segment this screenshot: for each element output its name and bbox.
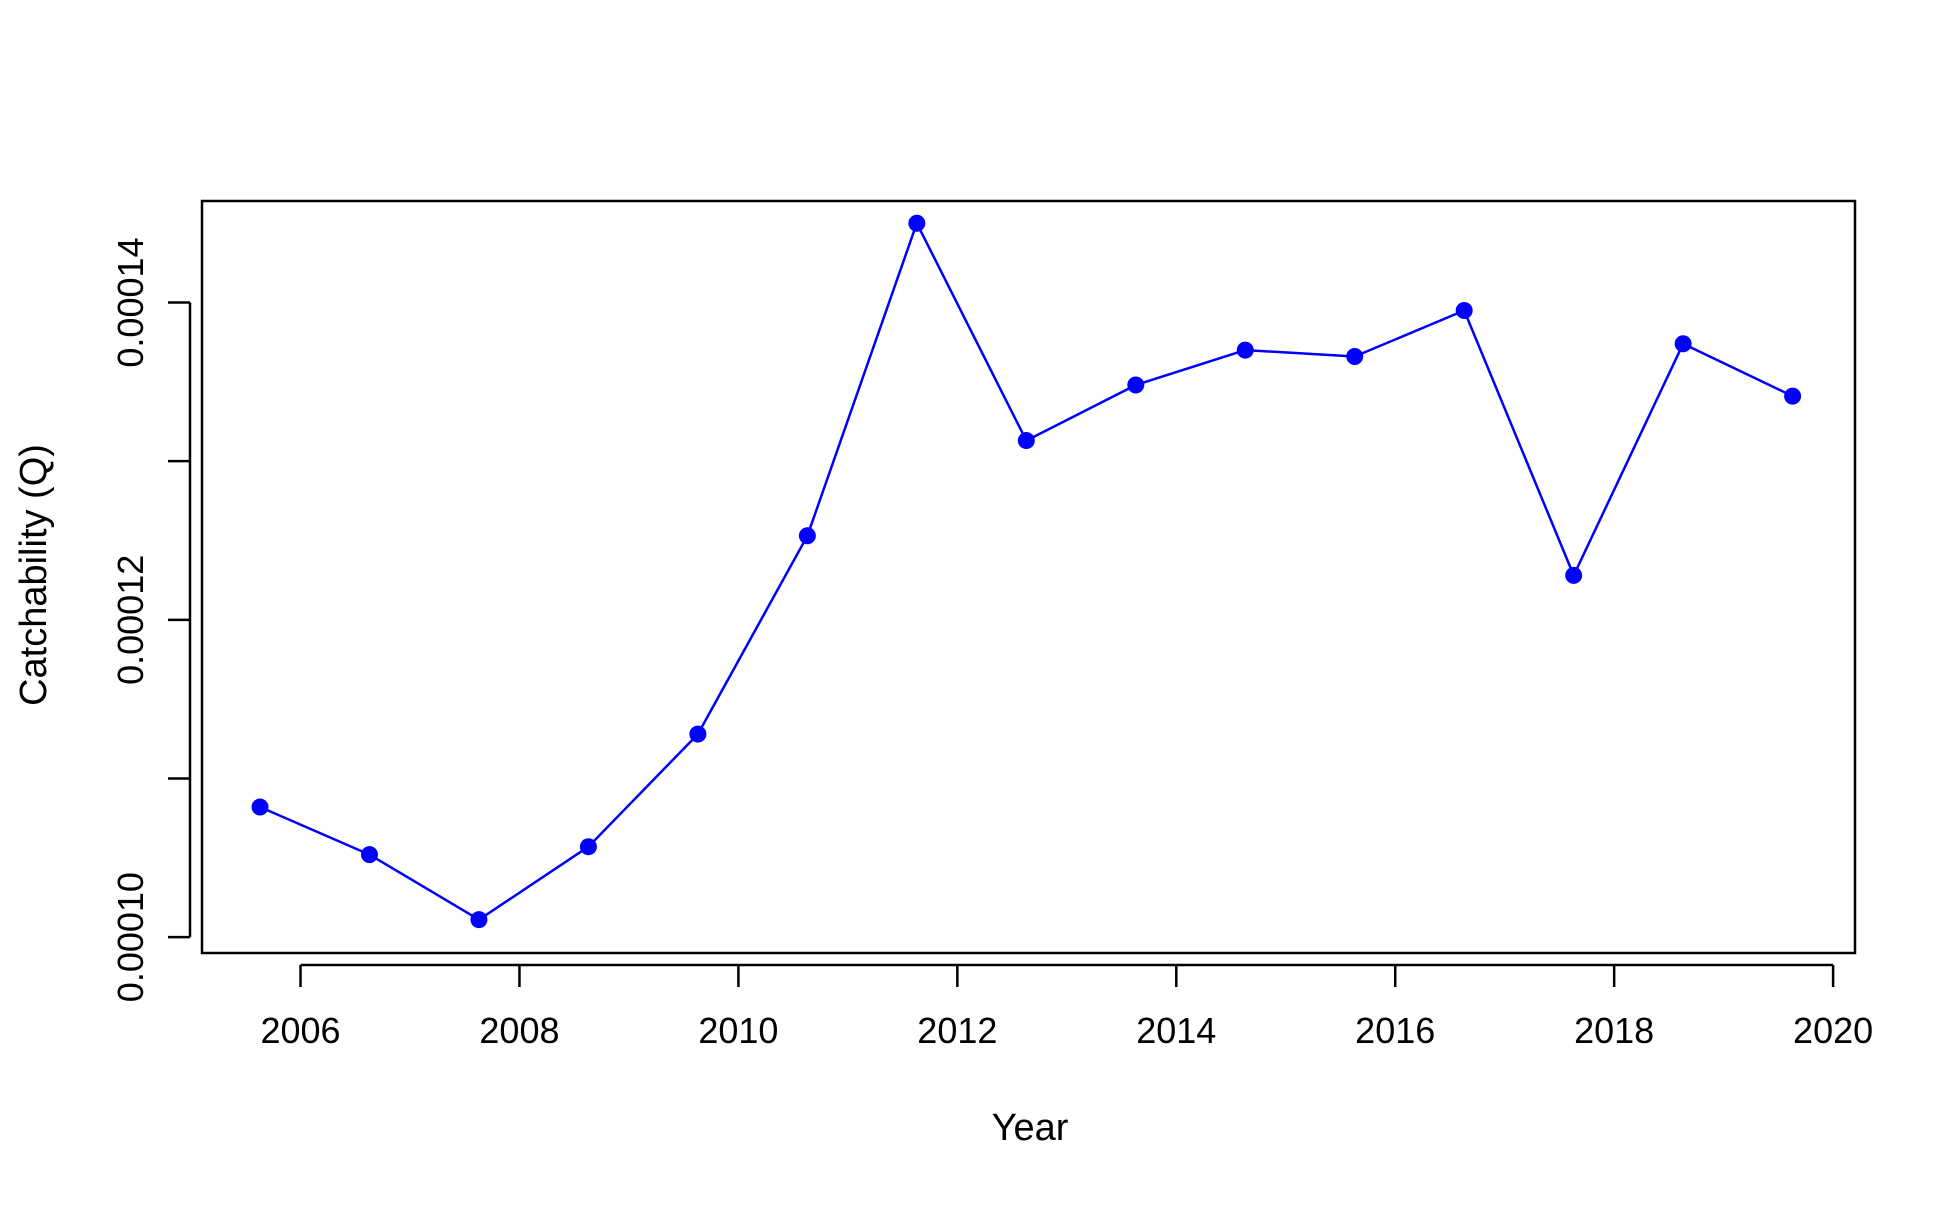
x-tick-label: 2014	[1136, 1010, 1216, 1051]
x-tick-label: 2012	[917, 1010, 997, 1051]
data-point	[1784, 387, 1802, 405]
data-point	[1236, 341, 1254, 359]
series-layer	[251, 214, 1802, 929]
x-tick-label: 2010	[698, 1010, 778, 1051]
data-point	[579, 838, 597, 856]
x-tick-label: 2018	[1574, 1010, 1654, 1051]
data-point	[1017, 432, 1035, 450]
x-tick-label: 2008	[479, 1010, 559, 1051]
x-axis-title: Year	[992, 1107, 1069, 1149]
data-point	[689, 725, 707, 743]
data-point	[470, 911, 488, 929]
data-point	[360, 846, 378, 864]
plot-frame	[200, 199, 1857, 955]
y-tick-label: 0.00012	[110, 555, 151, 685]
y-tick-label: 0.00010	[110, 872, 151, 1002]
y-axis-title: Catchability (Q)	[13, 444, 55, 706]
x-tick-label: 2020	[1793, 1010, 1873, 1051]
x-tick-label: 2006	[260, 1010, 340, 1051]
series-line	[259, 221, 1794, 921]
x-tick-label: 2016	[1355, 1010, 1435, 1051]
data-point	[1674, 335, 1692, 353]
data-point	[251, 798, 269, 816]
data-point	[1565, 566, 1583, 584]
y-tick-label: 0.00014	[110, 237, 151, 367]
data-point	[1346, 347, 1364, 365]
data-point	[1455, 301, 1473, 319]
axes-layer: 2006 2008 2010 2012 2014 2016 2018 2020 0.00010 0…	[110, 199, 1873, 1051]
data-point	[908, 214, 926, 232]
data-point	[1127, 376, 1145, 394]
data-point	[798, 527, 816, 545]
